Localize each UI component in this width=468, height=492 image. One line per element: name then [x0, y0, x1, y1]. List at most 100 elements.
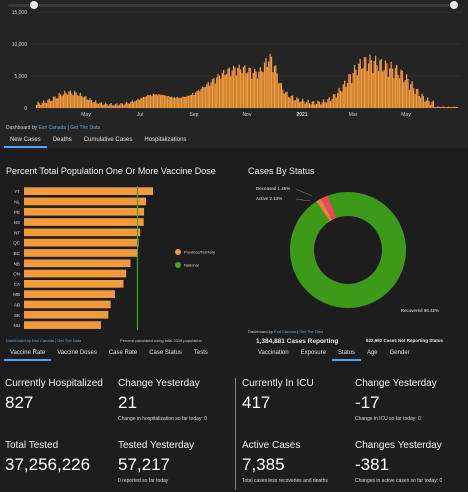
vaccine-tab-2[interactable]: Case Rate — [108, 350, 138, 356]
donut-leader-line — [295, 198, 311, 202]
daily-case-bar — [303, 101, 305, 108]
cases-not-reporting: 622,992 Cases Not Reporting Status — [366, 338, 444, 343]
vaccine-bar[interactable] — [24, 290, 115, 298]
vaccine-bar[interactable] — [24, 310, 109, 319]
vaccine-bar[interactable] — [24, 300, 111, 309]
vaccine-bar[interactable] — [24, 321, 101, 329]
daily-case-bar — [169, 97, 171, 108]
status-esri-link[interactable]: Esri Canada — [274, 329, 297, 334]
daily-case-bar — [348, 74, 350, 108]
status-tab-0[interactable]: Vaccination — [258, 350, 289, 356]
vaccine-tab-3[interactable]: Case Status — [149, 350, 182, 356]
y-tick-label: 5,000 — [14, 74, 27, 80]
daily-case-bar — [344, 80, 346, 108]
top-tab-0[interactable]: New Cases — [4, 135, 47, 148]
top-tab-3[interactable]: Hospitalizations — [144, 137, 187, 143]
category-label: NU — [14, 323, 21, 328]
status-tab-1[interactable]: Exposure — [300, 350, 326, 356]
daily-case-bar — [235, 75, 238, 108]
donut-slice[interactable] — [316, 198, 333, 222]
daily-case-bar — [224, 74, 226, 108]
daily-case-bar — [380, 59, 382, 108]
daily-case-bar — [356, 75, 358, 108]
daily-case-bar — [166, 96, 169, 108]
status-tab-3[interactable]: Age — [366, 350, 378, 356]
daily-case-bar — [421, 93, 423, 108]
vaccine-bar[interactable] — [24, 280, 124, 288]
daily-case-bar — [432, 100, 434, 108]
vaccine-bar[interactable] — [24, 238, 139, 247]
daily-case-bar — [57, 98, 59, 108]
status-get-data-link[interactable]: Get The Data — [299, 329, 324, 334]
daily-case-bar — [239, 69, 242, 108]
daily-case-bar — [183, 96, 185, 108]
range-slider-track[interactable] — [8, 4, 456, 7]
stat-note: Change in ICU so far today: 0 — [355, 416, 421, 422]
vaccine-tab-0[interactable]: Vaccine Rate — [4, 348, 52, 361]
daily-case-bar — [428, 100, 430, 108]
daily-case-bar — [446, 107, 449, 108]
top-tab-2[interactable]: Cumulative Cases — [83, 137, 133, 143]
status-attribution: Dashboard by Esri Canada | Get The Data — [248, 329, 324, 334]
daily-case-bar — [301, 98, 304, 108]
donut-slice[interactable] — [321, 195, 337, 220]
daily-case-bar — [450, 107, 453, 108]
category-label: AB — [14, 303, 20, 308]
daily-case-bar — [332, 94, 335, 108]
get-data-link[interactable]: Get The Data — [70, 125, 101, 131]
daily-case-bar — [256, 78, 259, 108]
daily-case-bar — [54, 96, 56, 108]
daily-case-bar — [93, 102, 95, 108]
daily-case-bar — [261, 71, 263, 108]
daily-case-bar — [277, 83, 280, 108]
vaccine-bar[interactable] — [24, 207, 145, 216]
status-tab-4[interactable]: Gender — [389, 350, 410, 356]
vaccine-attribution-links[interactable]: Dashboard by Esri Canada | Get The Data — [6, 338, 82, 343]
daily-case-bar — [228, 67, 230, 108]
daily-case-bar — [345, 86, 347, 108]
daily-case-bar — [130, 101, 132, 108]
vaccine-tab-4[interactable]: Tests — [193, 350, 208, 356]
donut-slice[interactable] — [290, 192, 406, 308]
daily-case-bar — [210, 82, 212, 108]
vaccine-tab-1[interactable]: Vaccine Doses — [57, 350, 97, 356]
daily-case-bar — [44, 102, 46, 108]
daily-case-bar — [441, 107, 443, 108]
legend-swatch — [175, 249, 181, 255]
vaccine-bar[interactable] — [24, 197, 147, 206]
stat-icu-change: Change Yesterday -17 Change in ICU so fa… — [355, 378, 437, 422]
daily-case-bar — [424, 101, 426, 108]
stat-currently-hospitalized: Currently Hospitalized 827 — [5, 378, 103, 413]
vaccine-bar[interactable] — [24, 269, 127, 278]
daily-case-bar — [252, 72, 254, 108]
vaccine-bar[interactable] — [24, 228, 141, 237]
vaccine-bar[interactable] — [24, 187, 154, 195]
daily-case-bar — [179, 97, 181, 108]
daily-case-bar — [328, 97, 330, 108]
daily-case-bar — [425, 100, 427, 108]
range-slider-handle-left[interactable] — [30, 1, 38, 9]
status-tab-2[interactable]: Status — [331, 348, 361, 361]
daily-case-bar — [389, 68, 391, 108]
daily-case-bar — [203, 87, 205, 108]
daily-case-bar — [341, 91, 343, 108]
daily-case-bar — [396, 64, 398, 108]
daily-case-bar — [241, 73, 243, 108]
vaccine-bar[interactable] — [24, 218, 144, 226]
vaccine-bar[interactable] — [24, 249, 138, 257]
vaccine-bar[interactable] — [24, 259, 131, 268]
daily-case-bar — [106, 104, 108, 108]
esri-link[interactable]: Esri Canada — [38, 125, 67, 131]
top-tab-1[interactable]: Deaths — [52, 137, 72, 143]
daily-cases-panel: 15,000 10,000 5,000 0 May Jul Sep Nov 2021 Mar May… — [0, 0, 468, 148]
daily-case-bar — [120, 103, 122, 108]
range-slider-handle-right[interactable] — [450, 1, 458, 9]
daily-case-bar — [445, 107, 447, 108]
daily-case-bar — [173, 97, 176, 108]
daily-case-bar — [192, 92, 194, 108]
daily-case-bar — [320, 104, 322, 108]
daily-case-bar — [439, 107, 441, 108]
daily-case-bar — [370, 60, 373, 108]
daily-case-bar — [137, 98, 139, 108]
stats-area: Currently Hospitalized 827 Change Yester… — [0, 366, 468, 492]
